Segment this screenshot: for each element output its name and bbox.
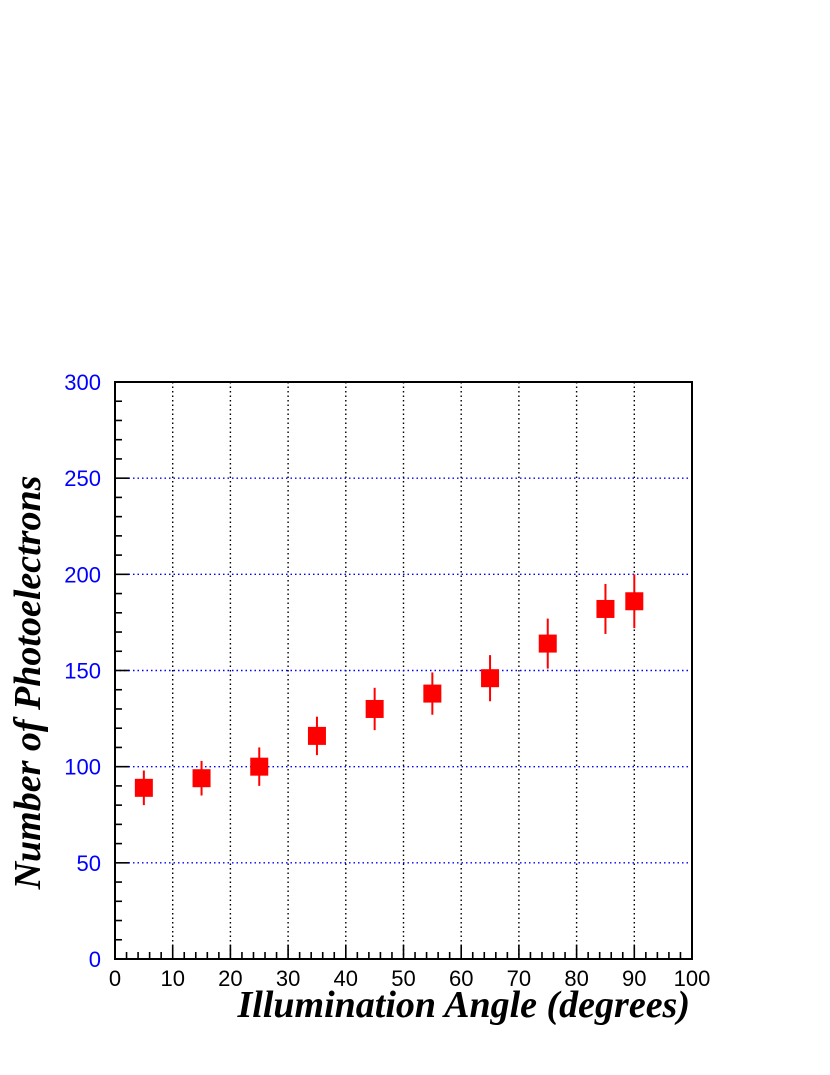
data-point <box>192 769 211 788</box>
data-point <box>250 757 269 776</box>
x-tick-label: 0 <box>109 966 121 991</box>
x-tick-label: 40 <box>334 966 358 991</box>
x-tick-label: 10 <box>160 966 184 991</box>
y-tick-label: 200 <box>64 562 101 587</box>
y-tick-label: 0 <box>89 947 101 972</box>
axis-ticks <box>114 381 693 960</box>
data-point <box>307 726 326 745</box>
x-tick-label: 80 <box>564 966 588 991</box>
data-point <box>625 592 644 611</box>
y-tick-labels: 0 50 100 150 200 250 300 <box>64 370 101 972</box>
x-axis-title: Illumination Angle (degrees) <box>236 984 690 1026</box>
x-tick-labels: 0 10 20 30 40 50 60 70 80 90 100 <box>109 966 710 991</box>
data-point <box>538 634 557 653</box>
grid <box>115 382 692 959</box>
data-point <box>134 778 153 797</box>
data-point <box>481 669 500 688</box>
x-tick-label: 50 <box>391 966 415 991</box>
y-tick-label: 100 <box>64 755 101 780</box>
x-tick-label: 70 <box>507 966 531 991</box>
x-tick-label: 30 <box>276 966 300 991</box>
data-point <box>423 684 442 703</box>
data-point <box>365 699 384 718</box>
y-tick-label: 300 <box>64 370 101 395</box>
y-tick-label: 150 <box>64 659 101 684</box>
x-tick-label: 90 <box>622 966 646 991</box>
y-tick-label: 250 <box>64 466 101 491</box>
x-tick-label: 100 <box>674 966 711 991</box>
y-axis-title: Number of Photoelectrons <box>7 476 49 891</box>
x-tick-label: 20 <box>218 966 242 991</box>
data-points <box>134 574 644 806</box>
x-tick-label: 60 <box>449 966 473 991</box>
y-tick-label: 50 <box>77 851 101 876</box>
data-point <box>596 599 615 618</box>
